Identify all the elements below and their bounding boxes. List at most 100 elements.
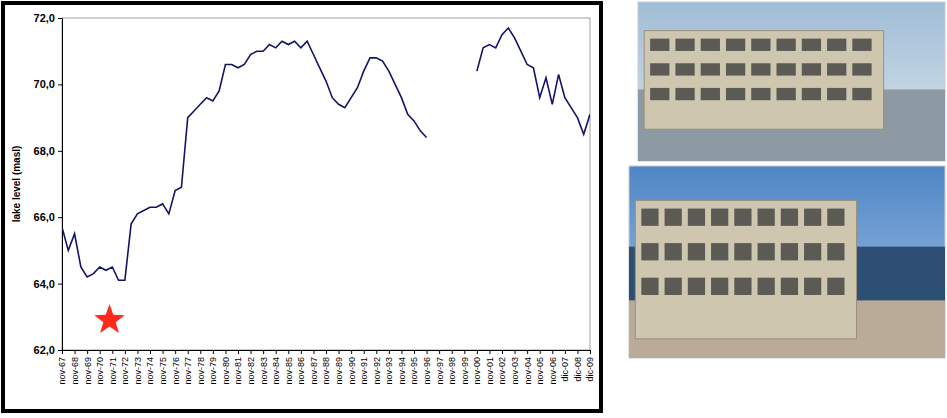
x-tick-label: nov-72: [120, 357, 130, 385]
x-tick-label: nov-80: [221, 357, 231, 385]
x-tick: dic-07: [560, 350, 570, 382]
x-tick-mark: [401, 350, 402, 354]
y-tick: 70,0: [34, 78, 62, 90]
x-tick: nov-04: [523, 350, 533, 385]
photo-window: [734, 209, 751, 226]
x-tick: nov-96: [422, 350, 432, 385]
x-tick-label: nov-90: [347, 357, 357, 385]
x-tick-mark: [288, 350, 289, 354]
x-tick-label: nov-71: [108, 357, 118, 385]
x-tick-mark: [477, 350, 478, 354]
photo-sky: [638, 2, 945, 161]
photo-window: [758, 278, 775, 295]
x-tick-mark: [502, 350, 503, 354]
x-tick-mark: [188, 350, 189, 354]
y-tick-label: 72,0: [34, 12, 55, 24]
photo-window: [734, 278, 751, 295]
plot-frame: [62, 18, 590, 350]
photo-window: [758, 209, 775, 226]
photo: [638, 2, 945, 161]
photo-window: [688, 278, 705, 295]
photo-window: [675, 63, 694, 75]
x-tick-mark: [276, 350, 277, 354]
photo-window: [852, 63, 871, 75]
photo-window: [665, 278, 682, 295]
x-axis-line: [63, 351, 591, 355]
x-tick: nov-76: [171, 350, 181, 385]
x-tick: nov-91: [359, 350, 369, 385]
photo-window: [852, 88, 871, 100]
x-tick-label: nov-67: [57, 357, 67, 385]
x-tick-mark: [87, 350, 88, 354]
plot-area: [62, 28, 590, 280]
x-tick-label: nov-84: [271, 357, 281, 385]
x-tick-mark: [163, 350, 164, 354]
x-tick: nov-00: [472, 350, 482, 385]
x-tick: nov-83: [259, 350, 269, 385]
x-tick: nov-03: [510, 350, 520, 385]
x-tick-mark: [590, 350, 591, 354]
x-tick: nov-05: [535, 350, 545, 385]
x-tick: dic-08: [573, 350, 583, 382]
photo: [629, 166, 945, 358]
photo-window: [650, 63, 669, 75]
x-tick-mark: [489, 350, 490, 354]
x-axis: nov-67nov-68nov-69nov-70nov-71nov-72nov-…: [57, 350, 595, 385]
x-tick: nov-92: [372, 350, 382, 385]
photo-window: [827, 278, 844, 295]
y-tick: 72,0: [34, 12, 62, 24]
x-tick: nov-01: [485, 350, 495, 385]
x-tick: nov-85: [284, 350, 294, 385]
x-tick-label: dic-09: [585, 357, 595, 382]
x-tick: nov-72: [120, 350, 130, 385]
x-tick-mark: [552, 350, 553, 354]
x-tick: nov-69: [83, 350, 93, 385]
canvas: 62,064,066,068,070,072,0nov-67nov-68nov-…: [0, 0, 947, 418]
x-tick-label: nov-77: [183, 357, 193, 385]
x-tick: nov-98: [447, 350, 457, 385]
x-tick-mark: [200, 350, 201, 354]
photo-window: [827, 243, 844, 260]
photo-window: [641, 243, 658, 260]
x-tick: nov-71: [108, 350, 118, 385]
photo-window: [675, 88, 694, 100]
x-tick-label: nov-87: [309, 357, 319, 385]
photo-window: [804, 243, 821, 260]
x-tick-label: nov-82: [246, 357, 256, 385]
y-tick-label: 68,0: [34, 145, 55, 157]
x-tick: nov-67: [57, 350, 67, 385]
chart-frame: [3, 3, 601, 411]
y-axis: 62,064,066,068,070,072,0: [34, 12, 63, 356]
x-tick-mark: [376, 350, 377, 354]
photo-window: [802, 39, 821, 51]
x-tick-label: nov-86: [296, 357, 306, 385]
x-tick-mark: [125, 350, 126, 354]
x-tick: nov-75: [158, 350, 168, 385]
x-tick-mark: [364, 350, 365, 354]
x-tick-mark: [452, 350, 453, 354]
x-tick-label: nov-95: [409, 357, 419, 385]
x-tick-mark: [225, 350, 226, 354]
x-tick: nov-68: [70, 350, 80, 385]
x-tick: dic-09: [585, 350, 595, 382]
x-tick-label: nov-78: [196, 357, 206, 385]
x-tick-label: nov-98: [447, 357, 457, 385]
photo-window: [852, 39, 871, 51]
x-tick: nov-93: [384, 350, 394, 385]
x-tick-label: nov-91: [359, 357, 369, 385]
x-tick-label: nov-68: [70, 357, 80, 385]
y-tick-mark: [58, 18, 62, 19]
x-tick-label: dic-08: [573, 357, 583, 382]
photo-window: [726, 39, 745, 51]
x-tick-label: dic-07: [560, 357, 570, 382]
photo-building: [644, 31, 883, 130]
photo-window: [781, 209, 798, 226]
x-tick-mark: [175, 350, 176, 354]
y-tick: 66,0: [34, 211, 62, 223]
x-tick: nov-89: [334, 350, 344, 385]
y-axis-line: [58, 19, 63, 351]
photo-window: [751, 39, 770, 51]
photo-window: [688, 209, 705, 226]
y-tick-label: 66,0: [34, 211, 55, 223]
photo-window: [701, 88, 720, 100]
